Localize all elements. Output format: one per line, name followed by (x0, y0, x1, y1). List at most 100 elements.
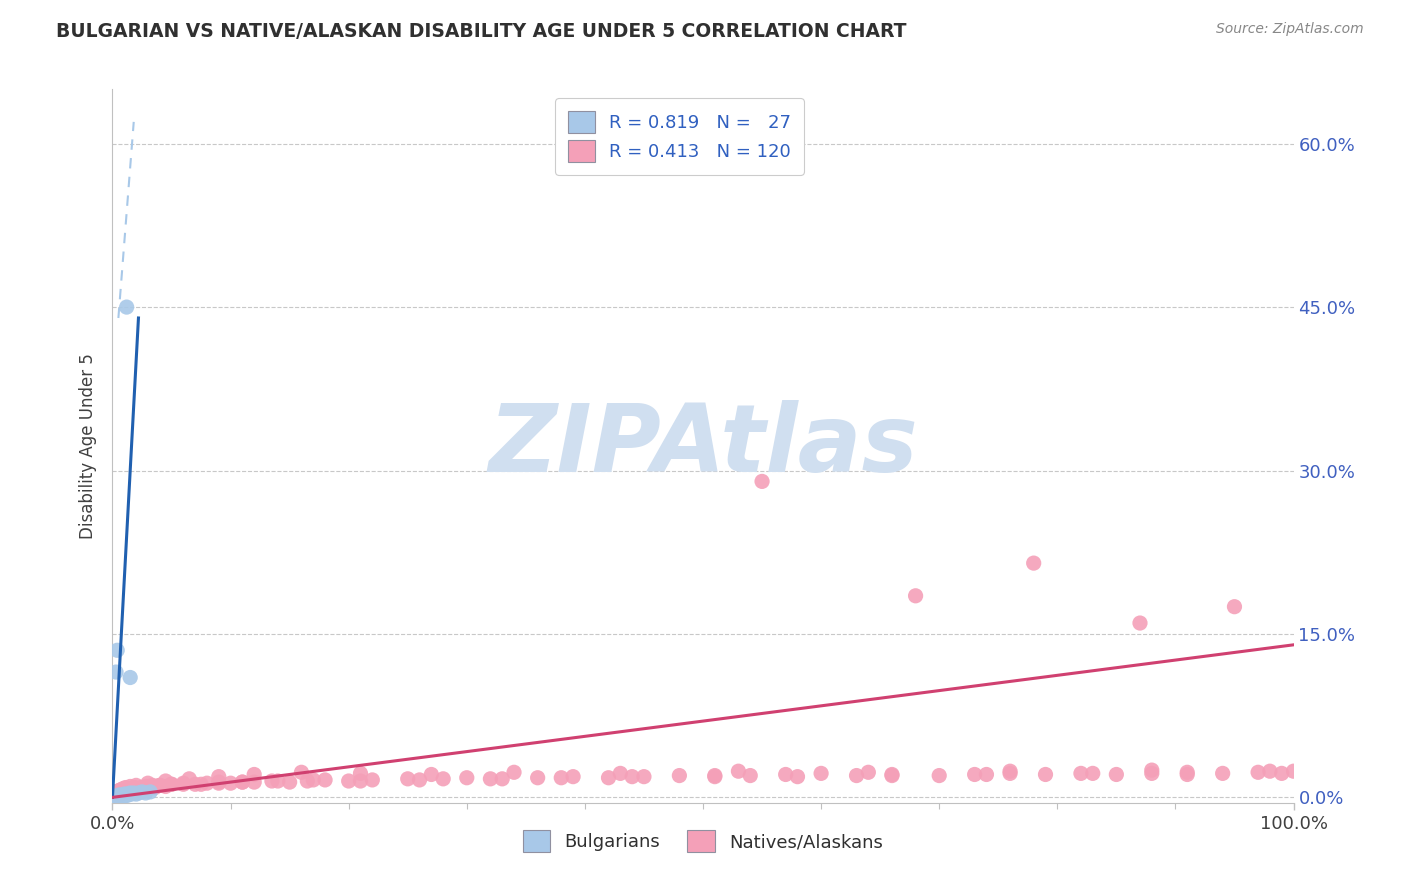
Point (112, 786, 135, 800)
Text: ZIPAtlas: ZIPAtlas (488, 400, 918, 492)
Point (267, 774, 290, 789)
Point (432, 772, 454, 786)
Point (105, 790, 128, 805)
Point (149, 778, 172, 792)
Point (114, 780, 136, 795)
Point (1223, 599, 1246, 614)
Point (195, 776, 218, 790)
Point (349, 766, 371, 780)
Point (160, 777, 183, 791)
Point (111, 785, 134, 799)
Point (118, 782, 141, 797)
Point (1035, 767, 1057, 781)
Point (136, 780, 159, 794)
Point (349, 774, 371, 789)
Point (136, 780, 159, 795)
Point (107, 789, 129, 804)
Point (190, 777, 212, 791)
Point (290, 765, 312, 780)
Point (105, 643, 128, 657)
Point (142, 778, 165, 792)
Point (609, 766, 631, 780)
Point (127, 786, 149, 800)
Point (420, 767, 443, 781)
Point (120, 781, 142, 796)
Point (297, 774, 319, 789)
Point (668, 768, 690, 782)
Point (120, 784, 142, 798)
Point (111, 785, 134, 799)
Point (105, 786, 128, 800)
Point (208, 775, 231, 789)
Point (112, 785, 135, 799)
Point (562, 770, 585, 784)
Point (131, 785, 153, 799)
Point (1282, 764, 1305, 779)
Point (1140, 766, 1163, 780)
Point (107, 788, 129, 802)
Point (219, 776, 242, 790)
Point (112, 784, 135, 798)
Point (633, 770, 655, 784)
Point (120, 786, 142, 800)
Point (105, 789, 128, 804)
Point (260, 774, 283, 789)
Point (155, 774, 177, 789)
Point (105, 665, 128, 679)
Point (112, 788, 135, 802)
Point (110, 782, 132, 797)
Point (998, 764, 1021, 779)
Point (479, 772, 502, 786)
Point (132, 781, 155, 796)
Point (456, 771, 478, 785)
Point (118, 782, 141, 797)
Point (107, 785, 129, 799)
Point (598, 771, 620, 785)
Point (105, 785, 128, 799)
Point (105, 787, 128, 801)
Point (117, 785, 139, 799)
Point (136, 776, 159, 790)
Point (503, 765, 526, 780)
Point (526, 771, 548, 785)
Point (904, 589, 927, 603)
Point (491, 772, 513, 786)
Point (105, 787, 128, 801)
Point (408, 772, 430, 787)
Point (112, 781, 135, 796)
Point (107, 784, 129, 798)
Point (1070, 766, 1092, 780)
Point (786, 770, 808, 784)
Point (129, 780, 152, 795)
Point (928, 768, 950, 782)
Point (243, 767, 266, 781)
Point (135, 780, 157, 794)
Point (172, 776, 194, 790)
Point (703, 770, 725, 784)
Point (115, 787, 138, 801)
Point (108, 786, 131, 800)
Point (278, 775, 301, 789)
Point (120, 787, 142, 801)
Point (149, 778, 172, 792)
Point (703, 768, 725, 782)
Point (1212, 766, 1234, 780)
Point (880, 767, 903, 781)
Point (125, 778, 148, 792)
Point (135, 786, 157, 800)
Point (314, 772, 336, 787)
Point (179, 772, 201, 786)
Point (1258, 764, 1281, 779)
Point (727, 764, 749, 779)
Point (122, 781, 145, 796)
Point (208, 776, 231, 790)
Point (110, 784, 132, 798)
Point (114, 788, 136, 802)
Y-axis label: Disability Age Under 5: Disability Age Under 5 (79, 353, 97, 539)
Point (142, 780, 165, 795)
Point (118, 787, 141, 801)
Point (122, 782, 145, 797)
Point (775, 767, 797, 781)
Point (131, 780, 153, 795)
Point (740, 768, 762, 782)
